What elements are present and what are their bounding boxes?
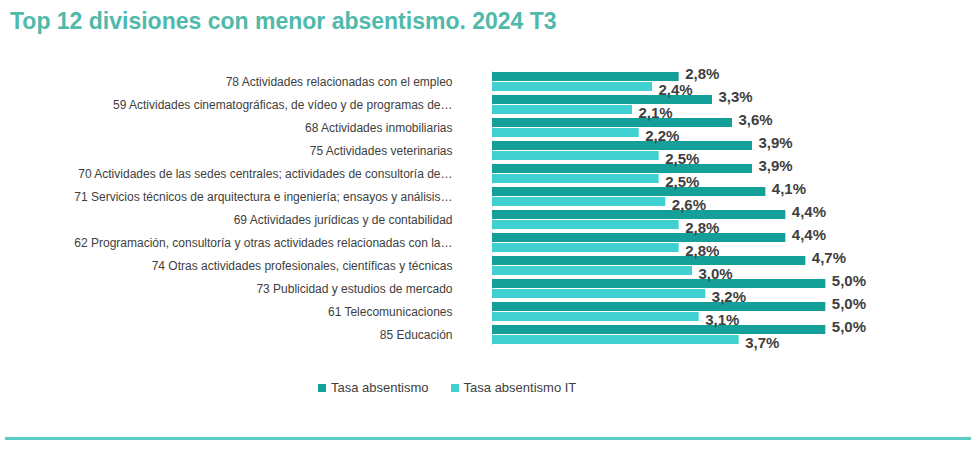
svg-text:2,8%: 2,8% [685, 65, 719, 82]
svg-text:69 Actividades jurídicas y de: 69 Actividades jurídicas y de contabilid… [234, 213, 453, 227]
html-text:Tasa absentismo: Tasa absentismo [331, 380, 429, 395]
svg-text:2,2%: 2,2% [645, 127, 679, 144]
svg-text:5,0%: 5,0% [832, 272, 866, 289]
svg-text:3,9%: 3,9% [759, 157, 793, 174]
svg-text:3,3%: 3,3% [719, 88, 753, 105]
svg-text:4,4%: 4,4% [792, 203, 826, 220]
svg-text:3,9%: 3,9% [759, 134, 793, 151]
svg-text:85 Educación: 85 Educación [380, 328, 453, 342]
html-text:Tasa absentismo IT: Tasa absentismo IT [463, 380, 577, 395]
svg-text:59 Actividades cinematográfica: 59 Actividades cinematográficas, de víde… [113, 98, 453, 112]
svg-text:5,0%: 5,0% [832, 318, 866, 335]
svg-text:2,8%: 2,8% [685, 219, 719, 236]
svg-text:73 Publicidad y estudios de me: 73 Publicidad y estudios de mercado [256, 282, 452, 296]
svg-text:75 Actividades veterinarias: 75 Actividades veterinarias [310, 144, 453, 158]
svg-text:2,1%: 2,1% [639, 104, 673, 121]
svg-text:2,8%: 2,8% [685, 242, 719, 259]
svg-text:78 Actividades relacionadas co: 78 Actividades relacionadas con el emple… [226, 75, 453, 89]
svg-text:61 Telecomunicaciones: 61 Telecomunicaciones [328, 305, 453, 319]
svg-text:4,7%: 4,7% [812, 249, 846, 266]
svg-text:70 Actividades de las sedes ce: 70 Actividades de las sedes centrales; a… [78, 167, 452, 181]
svg-text:3,0%: 3,0% [699, 265, 733, 282]
svg-text:62 Programación, consultoría y: 62 Programación, consultoría y otras act… [74, 236, 452, 250]
svg-text:2,6%: 2,6% [672, 196, 706, 213]
svg-text:71 Servicios técnicos de arqui: 71 Servicios técnicos de arquitectura e … [74, 190, 452, 204]
svg-text:5,0%: 5,0% [832, 295, 866, 312]
svg-text:3,7%: 3,7% [745, 334, 779, 351]
svg-text:68 Actividades inmobiliarias: 68 Actividades inmobiliarias [305, 121, 452, 135]
svg-text:3,1%: 3,1% [705, 311, 739, 328]
svg-text:74 Otras actividades profesion: 74 Otras actividades profesionales, cien… [152, 259, 453, 273]
html-text:Top 12 divisiones con menor ab: Top 12 divisiones con menor absentismo. … [10, 8, 557, 34]
svg-text:2,5%: 2,5% [665, 173, 699, 190]
svg-text:2,4%: 2,4% [659, 81, 693, 98]
svg-text:4,4%: 4,4% [792, 226, 826, 243]
svg-text:3,2%: 3,2% [712, 288, 746, 305]
svg-text:4,1%: 4,1% [772, 180, 806, 197]
svg-text:3,6%: 3,6% [739, 111, 773, 128]
svg-text:2,5%: 2,5% [665, 150, 699, 167]
